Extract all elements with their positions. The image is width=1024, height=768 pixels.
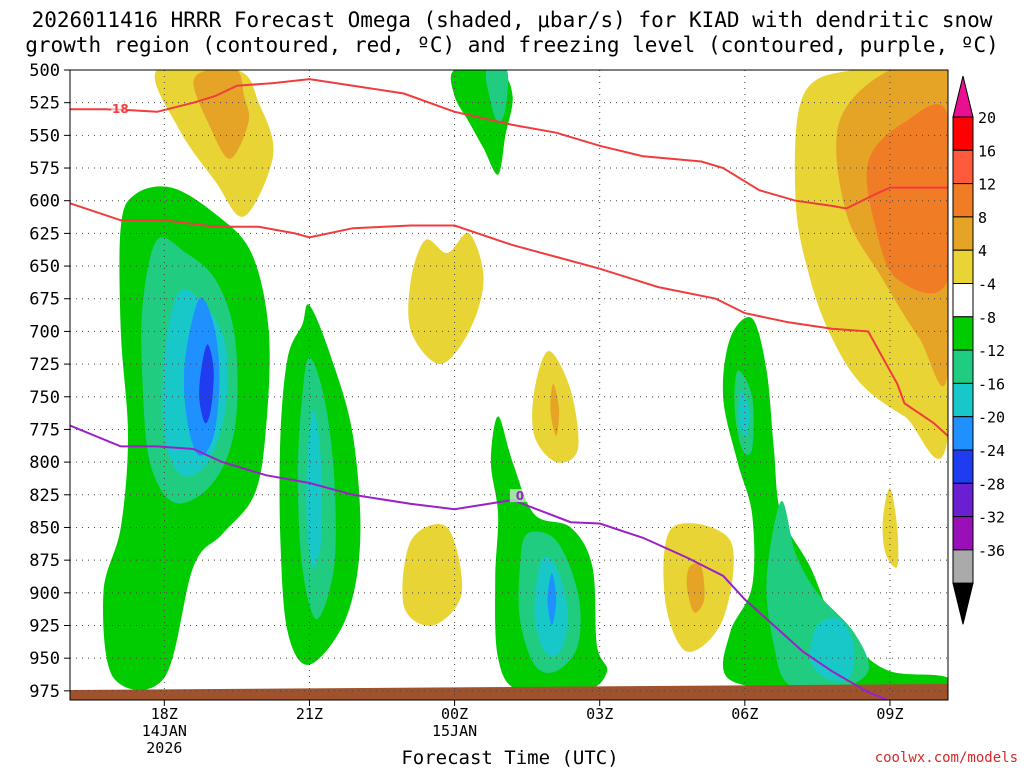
freezing-level-contour (70, 424, 891, 700)
x-tick-year: 2026 (146, 739, 182, 757)
colorbar-label: -36 (978, 542, 1005, 560)
pressure-axis: 500 525 550 575 600 625 650 675 700 725 750 775 800 8… (29, 61, 70, 702)
y-tick-label: 650 (29, 257, 60, 277)
y-tick-label: 500 (29, 61, 60, 81)
colorbar-label: -8 (978, 309, 996, 327)
colorbar-band (952, 283, 974, 318)
colorbar-band (952, 416, 974, 451)
omega-region-warm-d-outer (402, 523, 463, 626)
colorbar-band (952, 382, 974, 418)
omega-colorbar: 20 16 12 8 4 -4 -8 -12 -16 -20 -24 -28 -32 -36 (952, 75, 1005, 625)
omega-region-warm-f-outer (882, 488, 899, 568)
y-tick-label: 925 (29, 616, 60, 636)
dgz-bottom-contour (70, 202, 948, 437)
x-tick-label: 09Z (876, 705, 903, 723)
omega-region-warm-a-inner (193, 70, 250, 159)
y-tick-label: 675 (29, 290, 60, 310)
colorbar-band (952, 249, 974, 284)
y-tick-label: 950 (29, 649, 60, 669)
y-tick-label: 800 (29, 453, 60, 473)
x-axis-label: Forecast Time (UTC) (401, 747, 618, 768)
y-tick-label: 900 (29, 584, 60, 604)
y-tick-label: 750 (29, 388, 60, 408)
colorbar-label: 20 (978, 109, 996, 127)
colorbar-label: 8 (978, 209, 987, 227)
omega-region-rising-b-g3 (306, 409, 323, 568)
colorbar-band (952, 183, 974, 218)
omega-region-rising-c-g2 (485, 70, 509, 123)
y-tick-label: 550 (29, 126, 60, 146)
y-tick-label: 725 (29, 355, 60, 375)
freezing-level-contour-label: 0 (516, 489, 524, 503)
y-tick-label: 600 (29, 192, 60, 212)
colorbar-label: -32 (978, 509, 1005, 527)
omega-region-rising-d-g4 (547, 573, 557, 626)
freezing-level-contour-label-bg (509, 489, 530, 503)
credit-text: coolwx.com/models (875, 750, 1018, 766)
colorbar-band (952, 316, 974, 351)
y-tick-label: 875 (29, 551, 60, 571)
x-tick-label: 18Z (151, 705, 178, 723)
x-tick-label: 03Z (586, 705, 613, 723)
y-tick-label: 775 (29, 420, 60, 440)
grid-lines (70, 69, 948, 700)
temperature-contours: -18 0 (70, 78, 948, 700)
omega-region-rising-e-g3 (738, 389, 750, 437)
colorbar-band (952, 216, 974, 251)
omega-region-rising-e-g5 (809, 617, 855, 682)
dgz-top-contour (70, 78, 948, 210)
colorbar-band (952, 516, 974, 551)
colorbar-label: -28 (978, 475, 1005, 493)
y-tick-label: 825 (29, 486, 60, 506)
y-tick-label: 975 (29, 682, 60, 702)
y-tick-label: 700 (29, 322, 60, 342)
colorbar-band (952, 549, 974, 584)
chart-title-line1: 2026011416 HRRR Forecast Omega (shaded, … (32, 8, 993, 32)
ground-strip (70, 684, 948, 700)
colorbar-band (952, 116, 974, 151)
omega-region-warm-b-outer (408, 232, 484, 365)
x-tick-label: 00Z (441, 705, 468, 723)
dgz-top-contour-label: -18 (107, 102, 129, 116)
colorbar-label: -4 (978, 276, 996, 294)
omega-region-warm-g-inner (866, 104, 948, 294)
y-tick-label: 625 (29, 224, 60, 244)
y-tick-label: 525 (29, 94, 60, 114)
x-tick-label: 21Z (296, 705, 323, 723)
chart-title-line2: growth region (contoured, red, ºC) and f… (25, 33, 999, 57)
colorbar-label: -16 (978, 375, 1005, 393)
colorbar-label: -20 (978, 409, 1005, 427)
y-tick-label: 575 (29, 159, 60, 179)
colorbar-label: 4 (978, 242, 987, 260)
colorbar-top-arrow (952, 75, 974, 118)
omega-shading-layer (103, 70, 948, 700)
x-tick-label: 06Z (731, 705, 758, 723)
colorbar-label: -24 (978, 442, 1005, 460)
dgz-top-contour-label-bg (107, 102, 128, 116)
colorbar-label: 12 (978, 176, 996, 194)
colorbar-label: -12 (978, 342, 1005, 360)
x-tick-date: 15JAN (432, 722, 477, 740)
colorbar-label: 16 (978, 142, 996, 160)
colorbar-bottom-arrow (952, 582, 974, 625)
colorbar-band (952, 449, 974, 484)
colorbar-band (952, 149, 974, 185)
plot-frame (69, 69, 949, 701)
colorbar-band (952, 349, 974, 384)
x-tick-date: 14JAN (142, 722, 187, 740)
y-tick-label: 850 (29, 518, 60, 538)
terrain-surface (70, 684, 948, 700)
omega-region-warm-e-inner (686, 563, 705, 613)
colorbar-band (952, 482, 974, 518)
